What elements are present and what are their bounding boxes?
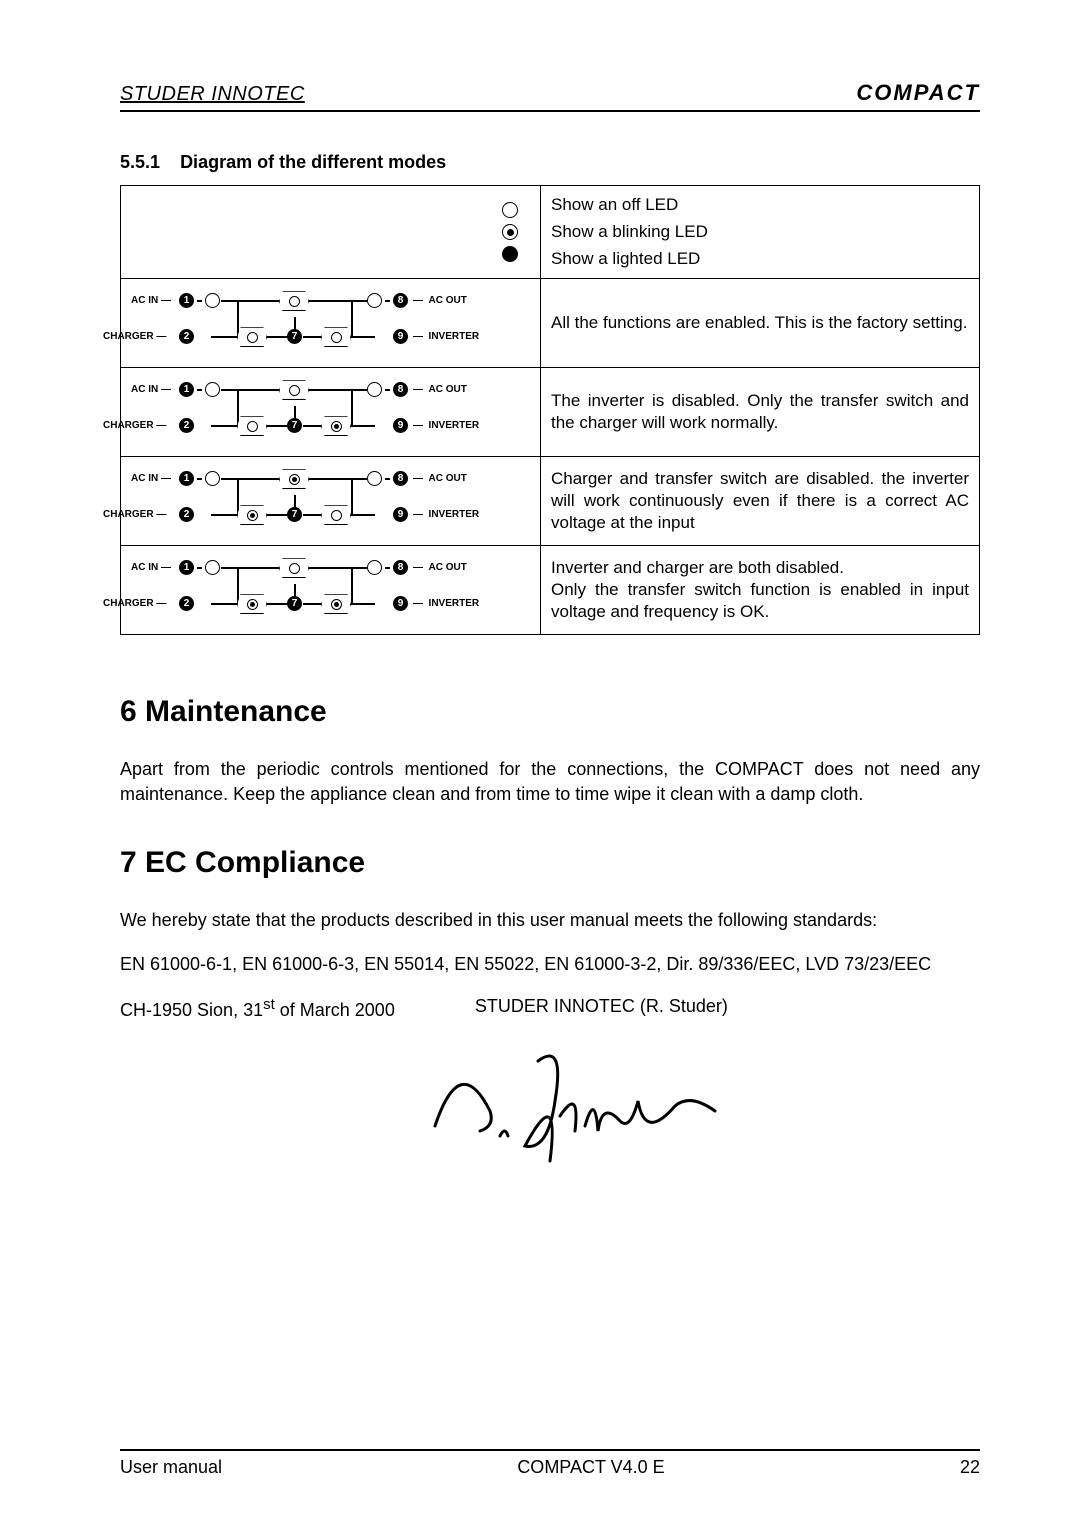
legend-row: Show an off LED Show a blinking LED Show… [121,186,980,279]
sec-number: 5.5.1 [120,152,160,172]
mode2-desc: The inverter is disabled. Only the trans… [541,368,980,457]
mode2-diagram: AC IN — 1 8 — AC OUT CHARGER — 2 7 9 — I… [121,368,541,457]
mode4-desc: Inverter and charger are both disabled. … [541,546,980,635]
mode-row-4: AC IN — 1 8 — AC OUT CHARGER — 2 7 9 — I… [121,546,980,635]
mode-row-3: AC IN — 1 8 — AC OUT CHARGER — 2 7 9 — I… [121,457,980,546]
sig-date-tail: of March 2000 [275,1000,395,1020]
mode4-diagram: AC IN — 1 8 — AC OUT CHARGER — 2 7 9 — I… [121,546,541,635]
signature-image [420,1031,720,1171]
signature-date: CH-1950 Sion, 31st of March 2000 [120,996,395,1021]
section-6-body: Apart from the periodic controls mention… [120,757,980,806]
section-7-heading: 7 EC Compliance [120,846,980,880]
legend-text-cell: Show an off LED Show a blinking LED Show… [541,186,980,279]
footer-right: 22 [960,1457,980,1478]
header-product: COMPACT [856,80,980,106]
sig-date-sup: st [263,996,275,1013]
led-off-icon [502,202,518,218]
mode3-desc: Charger and transfer switch are disabled… [541,457,980,546]
section-6-heading: 6 Maintenance [120,695,980,729]
section-7-p1: We hereby state that the products descri… [120,908,980,932]
page-footer: User manual COMPACT V4.0 E 22 [120,1449,980,1478]
mode-row-2: AC IN — 1 8 — AC OUT CHARGER — 2 7 9 — I… [121,368,980,457]
legend-on-text: Show a lighted LED [551,248,969,270]
led-on-icon [502,246,518,262]
header-company: STUDER INNOTEC [120,83,305,106]
signature-name: STUDER INNOTEC (R. Studer) [475,996,728,1021]
sig-date-main: CH-1950 Sion, 31 [120,1000,263,1020]
footer-left: User manual [120,1457,222,1478]
legend-led-cell [121,186,541,279]
mode1-diagram: AC IN — 1 8 — AC OUT CHARGER — 2 7 9 — I… [121,279,541,368]
mode-row-1: AC IN — 1 8 — AC OUT CHARGER — 2 7 9 — I… [121,279,980,368]
mode1-desc: All the functions are enabled. This is t… [541,279,980,368]
legend-off-text: Show an off LED [551,194,969,216]
signature-row: CH-1950 Sion, 31st of March 2000 STUDER … [120,996,980,1021]
legend-blink-text: Show a blinking LED [551,221,969,243]
section-5-5-1-heading: 5.5.1 Diagram of the different modes [120,152,980,173]
mode3-diagram: AC IN — 1 8 — AC OUT CHARGER — 2 7 9 — I… [121,457,541,546]
modes-table: Show an off LED Show a blinking LED Show… [120,185,980,635]
sec-title: Diagram of the different modes [180,152,446,172]
footer-center: COMPACT V4.0 E [517,1457,664,1478]
led-blink-icon [502,224,518,240]
page-header: STUDER INNOTEC COMPACT [120,80,980,112]
section-7-p2: EN 61000-6-1, EN 61000-6-3, EN 55014, EN… [120,952,980,976]
